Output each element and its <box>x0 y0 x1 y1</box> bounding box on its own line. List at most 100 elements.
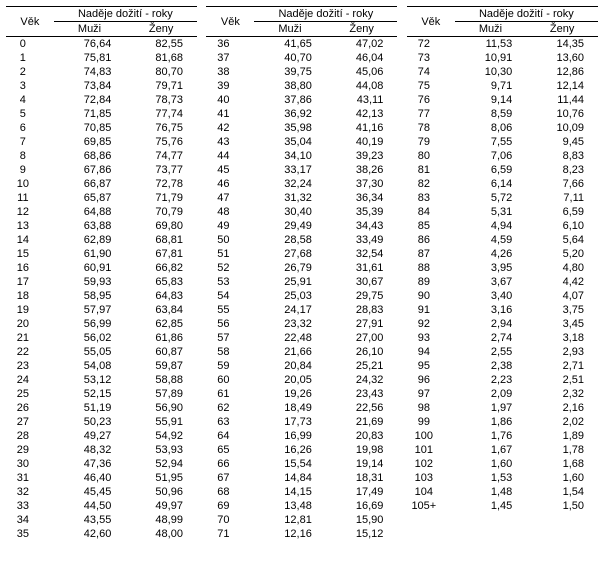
block-separator <box>397 345 407 359</box>
cell-male: 33,17 <box>254 163 326 177</box>
cell-male: 60,91 <box>54 261 126 275</box>
cell-age: 82 <box>407 177 455 191</box>
cell-age: 55 <box>206 303 254 317</box>
cell-age: 54 <box>206 289 254 303</box>
table-row: 967,8673,774533,1738,26816,598,23 <box>6 163 598 177</box>
cell-male: 58,95 <box>54 289 126 303</box>
cell-age: 51 <box>206 247 254 261</box>
cell-male: 1,53 <box>455 471 527 485</box>
cell-age: 62 <box>206 401 254 415</box>
block-separator <box>197 331 207 345</box>
table-row: 076,6482,553641,6547,027211,5314,35 <box>6 37 598 52</box>
cell-female: 8,23 <box>526 163 598 177</box>
block-separator <box>397 457 407 471</box>
cell-age: 93 <box>407 331 455 345</box>
cell-age: 50 <box>206 233 254 247</box>
cell-age: 81 <box>407 163 455 177</box>
cell-male: 72,84 <box>54 93 126 107</box>
cell-age: 103 <box>407 471 455 485</box>
cell-age: 15 <box>6 247 54 261</box>
block-separator <box>397 443 407 457</box>
cell-age: 98 <box>407 401 455 415</box>
cell-female: 43,11 <box>326 93 398 107</box>
block-separator <box>197 471 207 485</box>
cell-age: 59 <box>206 359 254 373</box>
cell-age: 40 <box>206 93 254 107</box>
cell-female: 51,95 <box>125 471 197 485</box>
table-row: 2255,0560,875821,6626,10942,552,93 <box>6 345 598 359</box>
cell-age: 31 <box>6 471 54 485</box>
cell-male: 31,32 <box>254 191 326 205</box>
cell-male: 53,12 <box>54 373 126 387</box>
col-group-header: Naděje dožití - roky <box>54 7 197 22</box>
block-separator <box>197 513 207 527</box>
col-age-header: Věk <box>206 7 254 37</box>
cell-age: 92 <box>407 317 455 331</box>
cell-age: 46 <box>206 177 254 191</box>
cell-male: 3,67 <box>455 275 527 289</box>
cell-female: 80,70 <box>125 65 197 79</box>
block-separator <box>397 429 407 443</box>
cell-female: 2,32 <box>526 387 598 401</box>
cell-female: 4,07 <box>526 289 598 303</box>
block-separator <box>197 387 207 401</box>
col-age-header: Věk <box>407 7 455 37</box>
cell-age: 65 <box>206 443 254 457</box>
block-separator <box>197 51 207 65</box>
col-female-header: Ženy <box>125 22 197 37</box>
table-row: 3443,5548,997012,8115,90 <box>6 513 598 527</box>
table-row: 3047,3652,946615,5419,141021,601,68 <box>6 457 598 471</box>
cell-female: 40,19 <box>326 135 398 149</box>
cell-male: 35,98 <box>254 121 326 135</box>
cell-female: 47,02 <box>326 37 398 52</box>
block-separator <box>397 7 407 37</box>
block-separator <box>197 415 207 429</box>
block-separator <box>397 303 407 317</box>
cell-age: 104 <box>407 485 455 499</box>
cell-female: 14,35 <box>526 37 598 52</box>
cell-female: 1,54 <box>526 485 598 499</box>
cell-age: 63 <box>206 415 254 429</box>
table-row: 2651,1956,906218,4922,56981,972,16 <box>6 401 598 415</box>
cell-female: 63,84 <box>125 303 197 317</box>
cell-female: 82,55 <box>125 37 197 52</box>
cell-age: 9 <box>6 163 54 177</box>
cell-male: 17,73 <box>254 415 326 429</box>
cell-male: 48,32 <box>54 443 126 457</box>
cell-age: 79 <box>407 135 455 149</box>
cell-female: 27,00 <box>326 331 398 345</box>
cell-male: 16,26 <box>254 443 326 457</box>
cell-age: 26 <box>6 401 54 415</box>
cell-age: 47 <box>206 191 254 205</box>
cell-age: 105+ <box>407 499 455 513</box>
block-separator <box>197 93 207 107</box>
cell-age: 38 <box>206 65 254 79</box>
cell-female: 5,20 <box>526 247 598 261</box>
cell-male: 19,26 <box>254 387 326 401</box>
table-row: 2552,1557,896119,2623,43972,092,32 <box>6 387 598 401</box>
cell-female: 58,88 <box>125 373 197 387</box>
table-row: 769,8575,764335,0440,19797,559,45 <box>6 135 598 149</box>
cell-female: 48,99 <box>125 513 197 527</box>
cell-age: 43 <box>206 135 254 149</box>
cell-age: 83 <box>407 191 455 205</box>
cell-male: 29,49 <box>254 219 326 233</box>
cell-age: 86 <box>407 233 455 247</box>
cell-age: 6 <box>6 121 54 135</box>
cell-male: 35,04 <box>254 135 326 149</box>
cell-female: 67,81 <box>125 247 197 261</box>
cell-male: 51,19 <box>54 401 126 415</box>
cell-female: 2,51 <box>526 373 598 387</box>
table-row: 2750,2355,916317,7321,69991,862,02 <box>6 415 598 429</box>
cell-male: 3,40 <box>455 289 527 303</box>
block-separator <box>197 429 207 443</box>
cell-male: 59,93 <box>54 275 126 289</box>
block-separator <box>197 247 207 261</box>
cell-age: 95 <box>407 359 455 373</box>
cell-female: 70,79 <box>125 205 197 219</box>
cell-male: 18,49 <box>254 401 326 415</box>
cell-female: 65,83 <box>125 275 197 289</box>
cell-male: 3,95 <box>455 261 527 275</box>
col-female-header: Ženy <box>526 22 598 37</box>
block-separator <box>197 149 207 163</box>
